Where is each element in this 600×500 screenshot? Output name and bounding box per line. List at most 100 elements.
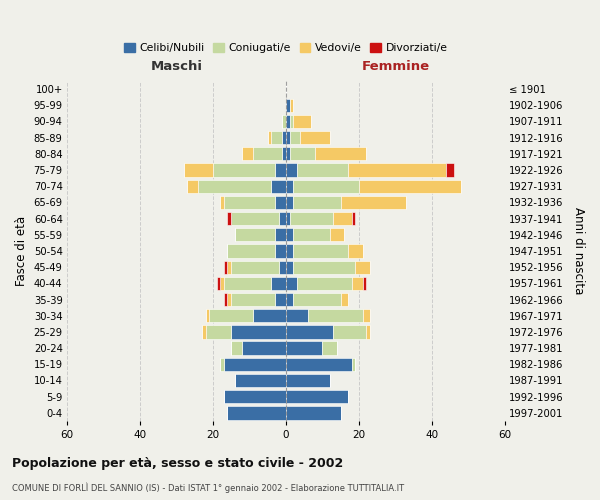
Bar bbox=[286, 244, 293, 258]
Bar bbox=[202, 326, 206, 338]
Bar bbox=[198, 180, 271, 193]
Bar bbox=[275, 164, 286, 176]
Bar bbox=[341, 293, 348, 306]
Bar bbox=[224, 276, 271, 290]
Bar bbox=[293, 228, 329, 241]
Y-axis label: Anni di nascita: Anni di nascita bbox=[572, 208, 585, 294]
Bar bbox=[275, 293, 286, 306]
Bar bbox=[334, 326, 366, 338]
Bar bbox=[271, 131, 282, 144]
Bar bbox=[235, 374, 286, 387]
Bar bbox=[286, 358, 352, 371]
Bar bbox=[315, 147, 366, 160]
Bar bbox=[227, 293, 231, 306]
Bar bbox=[359, 180, 461, 193]
Bar bbox=[322, 342, 337, 355]
Bar bbox=[286, 342, 322, 355]
Bar bbox=[231, 212, 278, 225]
Bar bbox=[286, 164, 297, 176]
Bar bbox=[242, 147, 253, 160]
Bar bbox=[286, 98, 290, 112]
Legend: Celibi/Nubili, Coniugati/e, Vedovi/e, Divorziati/e: Celibi/Nubili, Coniugati/e, Vedovi/e, Di… bbox=[120, 39, 452, 58]
Bar bbox=[286, 390, 348, 404]
Bar bbox=[282, 131, 286, 144]
Bar bbox=[227, 406, 286, 419]
Bar bbox=[301, 131, 329, 144]
Bar bbox=[224, 196, 275, 209]
Bar bbox=[278, 212, 286, 225]
Bar bbox=[227, 260, 231, 274]
Bar bbox=[206, 309, 209, 322]
Bar bbox=[352, 276, 362, 290]
Bar bbox=[348, 244, 362, 258]
Bar bbox=[217, 276, 220, 290]
Bar bbox=[293, 196, 341, 209]
Bar bbox=[213, 164, 275, 176]
Bar bbox=[209, 309, 253, 322]
Bar bbox=[187, 180, 198, 193]
Bar bbox=[290, 98, 293, 112]
Bar bbox=[227, 212, 231, 225]
Bar bbox=[227, 244, 275, 258]
Text: Maschi: Maschi bbox=[151, 60, 202, 73]
Bar bbox=[184, 164, 213, 176]
Bar bbox=[224, 358, 286, 371]
Bar bbox=[290, 212, 334, 225]
Y-axis label: Fasce di età: Fasce di età bbox=[15, 216, 28, 286]
Bar bbox=[282, 115, 286, 128]
Bar bbox=[286, 196, 293, 209]
Text: COMUNE DI FORLÌ DEL SANNIO (IS) - Dati ISTAT 1° gennaio 2002 - Elaborazione TUTT: COMUNE DI FORLÌ DEL SANNIO (IS) - Dati I… bbox=[12, 482, 404, 493]
Bar bbox=[297, 276, 352, 290]
Bar bbox=[286, 260, 293, 274]
Bar bbox=[242, 342, 286, 355]
Bar bbox=[206, 326, 231, 338]
Bar bbox=[235, 228, 275, 241]
Bar bbox=[290, 147, 315, 160]
Bar bbox=[293, 180, 359, 193]
Bar bbox=[286, 309, 308, 322]
Text: Popolazione per età, sesso e stato civile - 2002: Popolazione per età, sesso e stato civil… bbox=[12, 458, 343, 470]
Bar bbox=[286, 180, 293, 193]
Bar bbox=[293, 260, 355, 274]
Bar bbox=[286, 228, 293, 241]
Bar bbox=[271, 180, 286, 193]
Bar bbox=[286, 131, 290, 144]
Bar bbox=[293, 244, 348, 258]
Bar bbox=[231, 342, 242, 355]
Bar bbox=[290, 131, 301, 144]
Bar bbox=[220, 196, 224, 209]
Bar bbox=[231, 326, 286, 338]
Bar bbox=[231, 293, 275, 306]
Bar bbox=[220, 358, 224, 371]
Bar bbox=[446, 164, 454, 176]
Bar bbox=[231, 260, 278, 274]
Bar bbox=[362, 276, 366, 290]
Bar bbox=[286, 406, 341, 419]
Bar bbox=[286, 293, 293, 306]
Bar bbox=[271, 276, 286, 290]
Bar bbox=[278, 260, 286, 274]
Bar bbox=[355, 260, 370, 274]
Bar bbox=[362, 309, 370, 322]
Bar bbox=[224, 293, 227, 306]
Bar bbox=[286, 326, 334, 338]
Bar bbox=[220, 276, 224, 290]
Bar bbox=[329, 228, 344, 241]
Bar bbox=[286, 374, 329, 387]
Bar bbox=[253, 309, 286, 322]
Bar bbox=[286, 212, 290, 225]
Bar bbox=[268, 131, 271, 144]
Bar bbox=[224, 260, 227, 274]
Bar bbox=[348, 164, 446, 176]
Bar bbox=[275, 228, 286, 241]
Bar bbox=[352, 212, 355, 225]
Bar bbox=[224, 390, 286, 404]
Text: Femmine: Femmine bbox=[361, 60, 430, 73]
Bar bbox=[286, 276, 297, 290]
Bar bbox=[275, 196, 286, 209]
Bar bbox=[352, 358, 355, 371]
Bar bbox=[334, 212, 352, 225]
Bar bbox=[290, 115, 293, 128]
Bar bbox=[293, 115, 311, 128]
Bar bbox=[286, 115, 290, 128]
